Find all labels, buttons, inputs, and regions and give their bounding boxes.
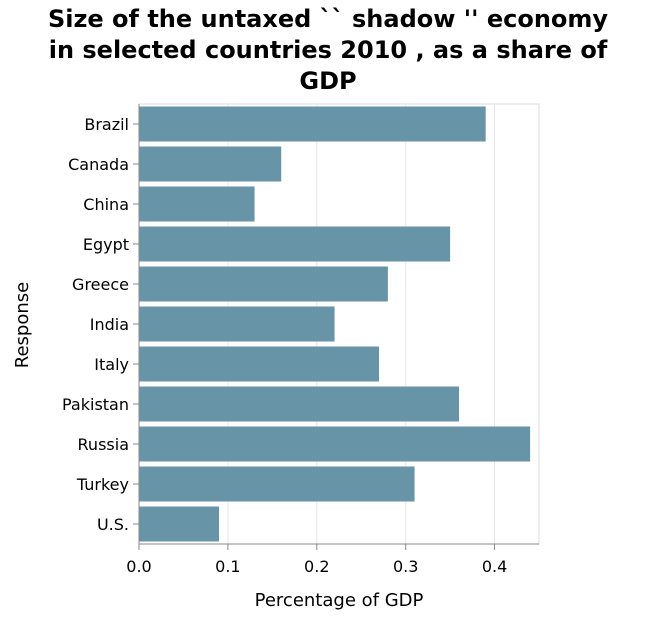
bar xyxy=(139,266,388,302)
chart-title: Size of the untaxed `` shadow '' economy… xyxy=(0,4,656,97)
y-tick-label: Greece xyxy=(72,275,129,294)
bar xyxy=(139,506,219,542)
bar xyxy=(139,426,531,462)
chart-title-line-3: GDP xyxy=(299,67,357,95)
x-tick-label: 0.0 xyxy=(126,557,151,576)
bar xyxy=(139,346,379,382)
bar xyxy=(139,306,335,342)
x-tick-label: 0.4 xyxy=(482,557,507,576)
y-tick-label: Canada xyxy=(68,155,129,174)
x-axis-title: Percentage of GDP xyxy=(255,590,424,611)
y-tick-label: Brazil xyxy=(84,115,129,134)
y-tick-label: Egypt xyxy=(83,235,129,254)
y-tick-label: Pakistan xyxy=(62,395,129,414)
axes: 0.0 0.1 0.2 0.3 0.4 Brazil Canada China Egypt Gre… xyxy=(62,104,539,576)
bar xyxy=(139,106,486,142)
y-tick-label: India xyxy=(90,315,129,334)
y-tick-label: China xyxy=(83,195,129,214)
bar xyxy=(139,386,459,422)
x-tick-label: 0.2 xyxy=(304,557,329,576)
y-axis-title: Response xyxy=(12,282,33,368)
y-tick-label: Italy xyxy=(94,355,129,374)
bar xyxy=(139,186,255,222)
bar xyxy=(139,466,415,502)
x-tick-label: 0.1 xyxy=(215,557,240,576)
bars xyxy=(139,106,531,542)
y-tick-label: Turkey xyxy=(76,475,129,494)
chart-title-line-1: Size of the untaxed `` shadow '' economy xyxy=(47,5,609,33)
y-tick-label: U.S. xyxy=(97,515,129,534)
bar xyxy=(139,146,282,182)
x-tick-label: 0.3 xyxy=(393,557,418,576)
bar xyxy=(139,226,451,262)
y-tick-label: Russia xyxy=(78,435,129,454)
chart-title-line-2: in selected countries 2010 , as a share … xyxy=(48,36,608,64)
